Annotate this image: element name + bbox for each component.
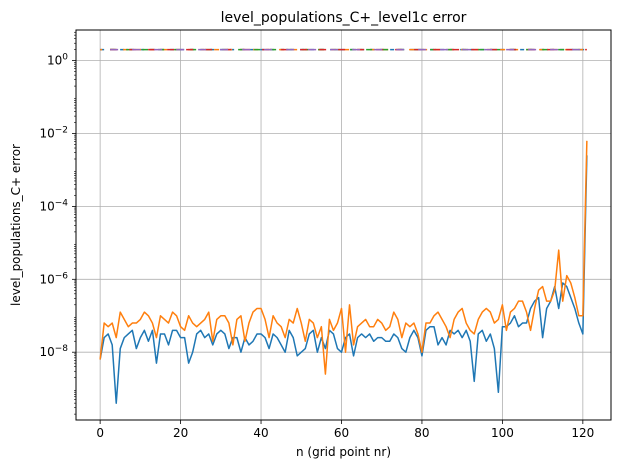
x-axis-label: n (grid point nr) <box>296 445 391 459</box>
y-tick-label: 10−4 <box>39 198 68 213</box>
x-tick-label: 100 <box>491 426 514 440</box>
x-axis-ticks: 0 20 40 60 80 100 120 <box>96 420 594 440</box>
y-axis-ticks: 10−8 10−6 10−4 10−2 100 <box>39 53 76 359</box>
y-tick-label: 10−6 <box>39 271 68 286</box>
x-tick-label: 40 <box>253 426 268 440</box>
series-lines <box>99 140 588 404</box>
plot-frame <box>75 29 612 421</box>
chart-title: level_populations_C+_level1c error <box>221 10 467 26</box>
y-tick-label: 10−8 <box>39 344 68 359</box>
x-tick-label: 60 <box>334 426 349 440</box>
x-tick-label: 20 <box>173 426 188 440</box>
y-tick-label: 10−2 <box>39 126 68 141</box>
series-line <box>99 140 588 375</box>
y-axis-label: level_populations_C+ error <box>9 144 23 306</box>
x-tick-label: 80 <box>414 426 429 440</box>
grid-lines <box>76 30 611 420</box>
y-tick-label: 100 <box>47 53 68 68</box>
x-tick-label: 120 <box>571 426 594 440</box>
x-tick-label: 0 <box>96 426 104 440</box>
